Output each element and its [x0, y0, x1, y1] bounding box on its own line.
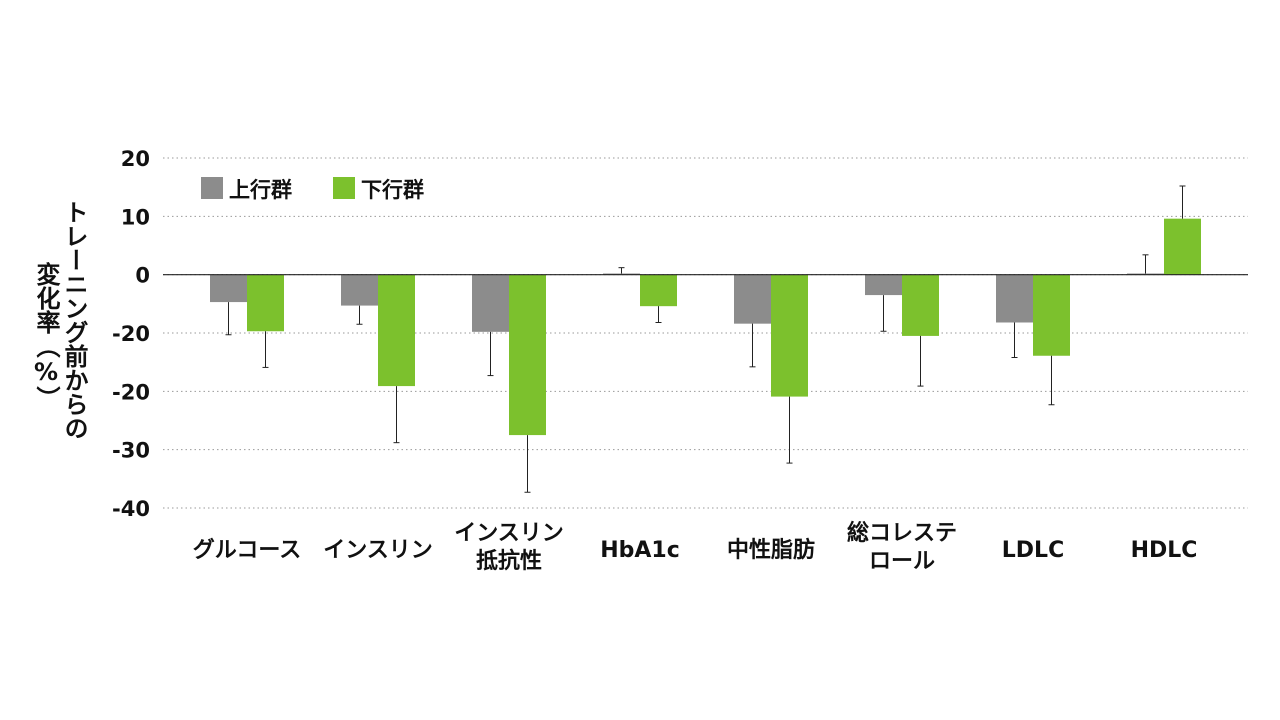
bar-uphill — [210, 274, 247, 303]
y-tick-label: 0 — [135, 264, 150, 288]
bar-downhill — [1033, 274, 1070, 356]
x-category-label: 抵抗性 — [476, 548, 542, 574]
bar-downhill — [509, 274, 546, 436]
bar-downhill — [640, 274, 677, 307]
x-category-label: LDLC — [1002, 538, 1064, 563]
legend-label: 下行群 — [361, 178, 424, 202]
bar-downhill — [1164, 218, 1201, 275]
x-category-label: HDLC — [1131, 538, 1198, 563]
x-category-label: ロール — [869, 549, 935, 574]
x-category-label: 総コレステ — [847, 520, 957, 546]
y-axis-label-line-1: トレーニング前からの — [60, 200, 88, 440]
bar-uphill — [472, 274, 509, 332]
bar-uphill — [996, 274, 1033, 323]
bar-downhill — [247, 274, 284, 332]
legend-swatch — [201, 177, 223, 199]
x-category-label: インスリン — [454, 521, 564, 546]
x-category-label: グルコース — [193, 537, 301, 563]
y-tick-label: -20 — [112, 322, 150, 346]
bar-uphill — [341, 274, 378, 306]
legend-swatch — [333, 177, 355, 199]
x-category-label: HbA1c — [600, 538, 680, 563]
bar-downhill — [771, 274, 808, 397]
bar-uphill — [734, 274, 771, 324]
x-category-label: 中性脂肪 — [727, 537, 815, 563]
y-tick-label: -40 — [112, 497, 150, 521]
legend-label: 上行群 — [229, 178, 292, 202]
y-tick-label: 10 — [121, 205, 150, 229]
y-tick-label: -30 — [112, 439, 150, 463]
bar-downhill — [902, 274, 939, 336]
y-tick-label: -20 — [112, 380, 150, 404]
bar-downhill — [378, 274, 415, 387]
x-category-label: インスリン — [323, 538, 433, 563]
y-axis-label-line-2: 変化率（%） — [32, 262, 60, 410]
bar-uphill — [865, 274, 902, 296]
y-tick-label: 20 — [121, 147, 150, 171]
